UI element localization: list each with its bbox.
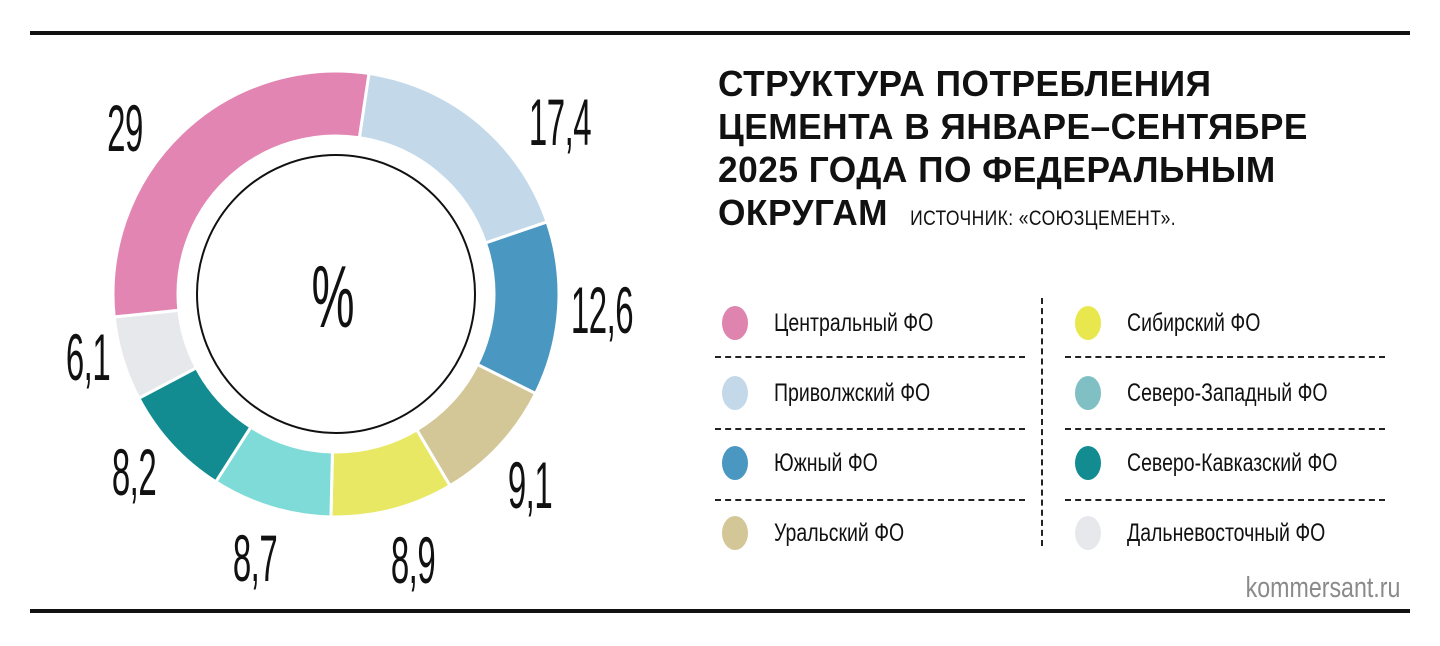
- value-label: 17,4: [528, 85, 592, 159]
- legend-swatch: [722, 306, 748, 340]
- donut-slice: [475, 220, 561, 396]
- title-line: ЦЕМЕНТА В ЯНВАРЕ–СЕНТЯБРЕ: [718, 106, 1308, 147]
- legend-divider: [715, 428, 1025, 430]
- legend-item: Сибирский ФО: [1075, 306, 1298, 340]
- legend-divider: [1065, 428, 1385, 430]
- legend-label: Северо-Западный ФО: [1127, 378, 1328, 407]
- legend-swatch: [722, 516, 748, 550]
- legend-swatch: [1075, 306, 1101, 340]
- title-line: СТРУКТУРА ПОТРЕБЛЕНИЯ: [718, 63, 1212, 104]
- value-label: 8,7: [232, 521, 278, 595]
- legend-divider: [715, 356, 1025, 358]
- legend-item: Приволжский ФО: [722, 376, 974, 410]
- legend-swatch: [1075, 446, 1101, 480]
- legend-divider: [1065, 499, 1385, 501]
- donut-chart: %: [111, 69, 561, 519]
- value-label: 12,6: [570, 273, 634, 347]
- legend-label: Дальневосточный ФО: [1127, 518, 1326, 547]
- legend-swatch: [1075, 376, 1101, 410]
- legend-item: Северо-Кавказский ФО: [1075, 446, 1397, 480]
- value-label: 8,9: [390, 523, 436, 597]
- title-line: 2025 ГОДА ПО ФЕДЕРАЛЬНЫМ: [718, 149, 1276, 190]
- source-note: ИСТОЧНИК: «СОЮЗЦЕМЕНТ».: [909, 207, 1176, 230]
- legend-label: Южный ФО: [774, 448, 878, 477]
- center-circle: [196, 154, 476, 434]
- value-label: 6,1: [65, 320, 111, 394]
- legend-divider: [715, 499, 1025, 501]
- legend-column-divider: [1041, 298, 1043, 546]
- legend-label: Северо-Кавказский ФО: [1127, 448, 1338, 477]
- legend-label: Сибирский ФО: [1127, 308, 1261, 337]
- legend-item: Центральный ФО: [722, 306, 978, 340]
- chart-title: СТРУКТУРА ПОТРЕБЛЕНИЯ ЦЕМЕНТА В ЯНВАРЕ–С…: [718, 62, 1308, 240]
- top-rule: [30, 31, 1410, 35]
- legend-item: Дальневосточный ФО: [1075, 516, 1381, 550]
- brand-footer: kommersant.ru: [1245, 572, 1400, 604]
- legend-item: Уральский ФО: [722, 516, 941, 550]
- value-label: 29: [107, 91, 143, 165]
- legend-item: Южный ФО: [722, 446, 907, 480]
- legend-divider: [1065, 356, 1385, 358]
- center-unit-label: %: [311, 249, 354, 347]
- legend-swatch: [1075, 516, 1101, 550]
- value-label: 8,2: [111, 435, 157, 509]
- value-label: 9,1: [507, 448, 553, 522]
- legend-swatch: [722, 376, 748, 410]
- legend-label: Центральный ФО: [774, 308, 934, 337]
- legend-swatch: [722, 446, 748, 480]
- legend-label: Приволжский ФО: [774, 378, 931, 407]
- title-line: ОКРУГАМ: [718, 192, 889, 233]
- legend-label: Уральский ФО: [774, 518, 905, 547]
- donut-slice: [111, 69, 371, 319]
- bottom-rule: [30, 609, 1410, 613]
- legend-item: Северо-Западный ФО: [1075, 376, 1384, 410]
